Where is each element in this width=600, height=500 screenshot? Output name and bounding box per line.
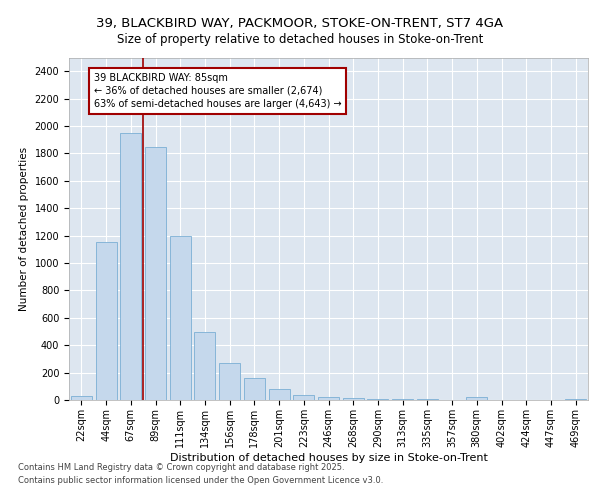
Bar	[194, 332, 215, 400]
Bar	[392, 399, 413, 400]
Text: Size of property relative to detached houses in Stoke-on-Trent: Size of property relative to detached ho…	[117, 32, 483, 46]
X-axis label: Distribution of detached houses by size in Stoke-on-Trent: Distribution of detached houses by size …	[170, 452, 487, 462]
Bar	[466, 398, 487, 400]
Bar	[269, 389, 290, 400]
Text: 39, BLACKBIRD WAY, PACKMOOR, STOKE-ON-TRENT, ST7 4GA: 39, BLACKBIRD WAY, PACKMOOR, STOKE-ON-TR…	[97, 18, 503, 30]
Bar	[145, 146, 166, 400]
Text: 39 BLACKBIRD WAY: 85sqm
← 36% of detached houses are smaller (2,674)
63% of semi: 39 BLACKBIRD WAY: 85sqm ← 36% of detache…	[94, 72, 341, 109]
Bar	[120, 133, 141, 400]
Bar	[95, 242, 116, 400]
Bar	[343, 398, 364, 400]
Y-axis label: Number of detached properties: Number of detached properties	[19, 146, 29, 311]
Bar	[244, 378, 265, 400]
Bar	[318, 398, 339, 400]
Bar	[219, 363, 240, 400]
Bar	[367, 398, 388, 400]
Text: Contains HM Land Registry data © Crown copyright and database right 2025.: Contains HM Land Registry data © Crown c…	[18, 462, 344, 471]
Bar	[293, 395, 314, 400]
Bar	[71, 396, 92, 400]
Bar	[170, 236, 191, 400]
Text: Contains public sector information licensed under the Open Government Licence v3: Contains public sector information licen…	[18, 476, 383, 485]
